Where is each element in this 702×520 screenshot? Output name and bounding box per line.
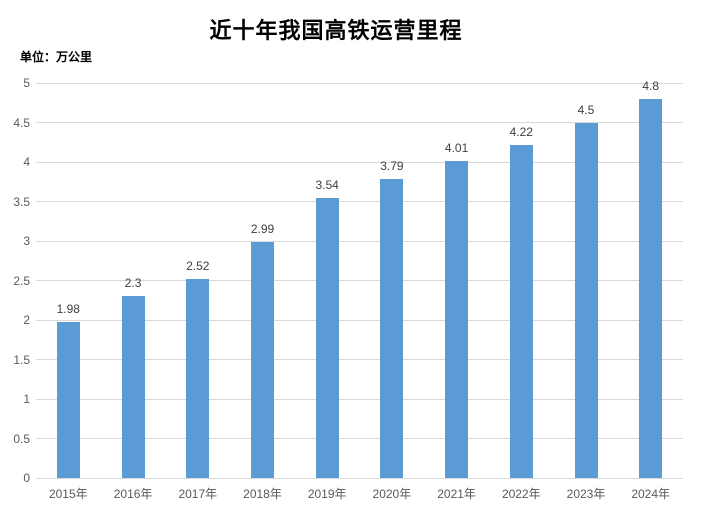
data-label-2019年: 3.54 bbox=[315, 178, 339, 193]
y-axis-tick-label: 0 bbox=[23, 471, 30, 485]
data-label-2016年: 2.3 bbox=[124, 276, 142, 291]
data-label-2020年: 3.79 bbox=[380, 158, 404, 173]
y-axis-tick-label: 4.5 bbox=[13, 115, 30, 130]
bar-2015年 bbox=[56, 321, 80, 478]
bar-2024年 bbox=[639, 98, 663, 478]
gridline-y-5 bbox=[36, 82, 683, 84]
bar-2021年 bbox=[445, 161, 469, 478]
bar-2022年 bbox=[509, 144, 533, 478]
y-axis-tick-label: 3 bbox=[23, 234, 30, 248]
gridline-y-0 bbox=[36, 477, 683, 479]
gridline-y-3.5 bbox=[36, 201, 683, 202]
gridline-y-2.5 bbox=[36, 280, 683, 281]
gridline-y-1.5 bbox=[36, 359, 683, 360]
x-axis-label-2016年: 2016年 bbox=[113, 487, 153, 501]
y-axis-tick-label: 5 bbox=[23, 76, 30, 90]
bar-2018年 bbox=[251, 241, 274, 478]
chart-title: 近十年我国高铁运营里程 bbox=[209, 18, 463, 43]
y-axis-tick-label: 1 bbox=[23, 392, 30, 406]
bar-2016年 bbox=[121, 296, 145, 478]
x-axis-label-2024年: 2024年 bbox=[631, 487, 671, 501]
data-label-2018年: 2.99 bbox=[250, 221, 275, 236]
x-axis-label-2021年: 2021年 bbox=[437, 487, 476, 501]
gridline-y-4 bbox=[36, 161, 683, 163]
x-axis-label-2019年: 2019年 bbox=[307, 487, 347, 501]
data-label-2021年: 4.01 bbox=[444, 141, 469, 156]
x-axis-label-2018年: 2018年 bbox=[243, 487, 282, 501]
x-axis-label-2020年: 2020年 bbox=[372, 487, 412, 501]
data-label-2015年: 1.98 bbox=[56, 301, 80, 316]
y-axis-tick-label: 2 bbox=[23, 313, 30, 327]
y-axis-tick-label: 0.5 bbox=[13, 431, 30, 446]
bar-2017年 bbox=[186, 278, 210, 478]
y-axis-tick-label: 1.5 bbox=[13, 352, 30, 367]
bar-2020年 bbox=[380, 178, 404, 478]
y-axis-tick-label: 2.5 bbox=[13, 273, 30, 288]
y-axis-tick-label: 4 bbox=[23, 155, 30, 169]
data-label-2024年: 4.8 bbox=[642, 78, 660, 93]
x-axis-label-2023年: 2023年 bbox=[566, 487, 606, 501]
x-axis-label-2017年: 2017年 bbox=[178, 487, 218, 501]
data-label-2022年: 4.22 bbox=[509, 124, 533, 139]
gridline-y-1 bbox=[36, 398, 683, 400]
y-axis-tick-label: 3.5 bbox=[13, 194, 30, 209]
bar-2023年 bbox=[574, 122, 598, 478]
gridline-y-4.5 bbox=[36, 122, 683, 123]
x-axis-label-2022年: 2022年 bbox=[501, 487, 541, 501]
bar-2019年 bbox=[315, 198, 339, 478]
gridline-y-3 bbox=[36, 240, 683, 242]
data-label-2023年: 4.5 bbox=[577, 102, 595, 117]
gridline-y-0.5 bbox=[36, 438, 683, 439]
x-axis-label-2015年: 2015年 bbox=[48, 487, 88, 501]
unit-label: 单位：万公里 bbox=[20, 50, 93, 64]
gridline-y-2 bbox=[36, 319, 683, 321]
data-label-2017年: 2.52 bbox=[186, 258, 210, 273]
